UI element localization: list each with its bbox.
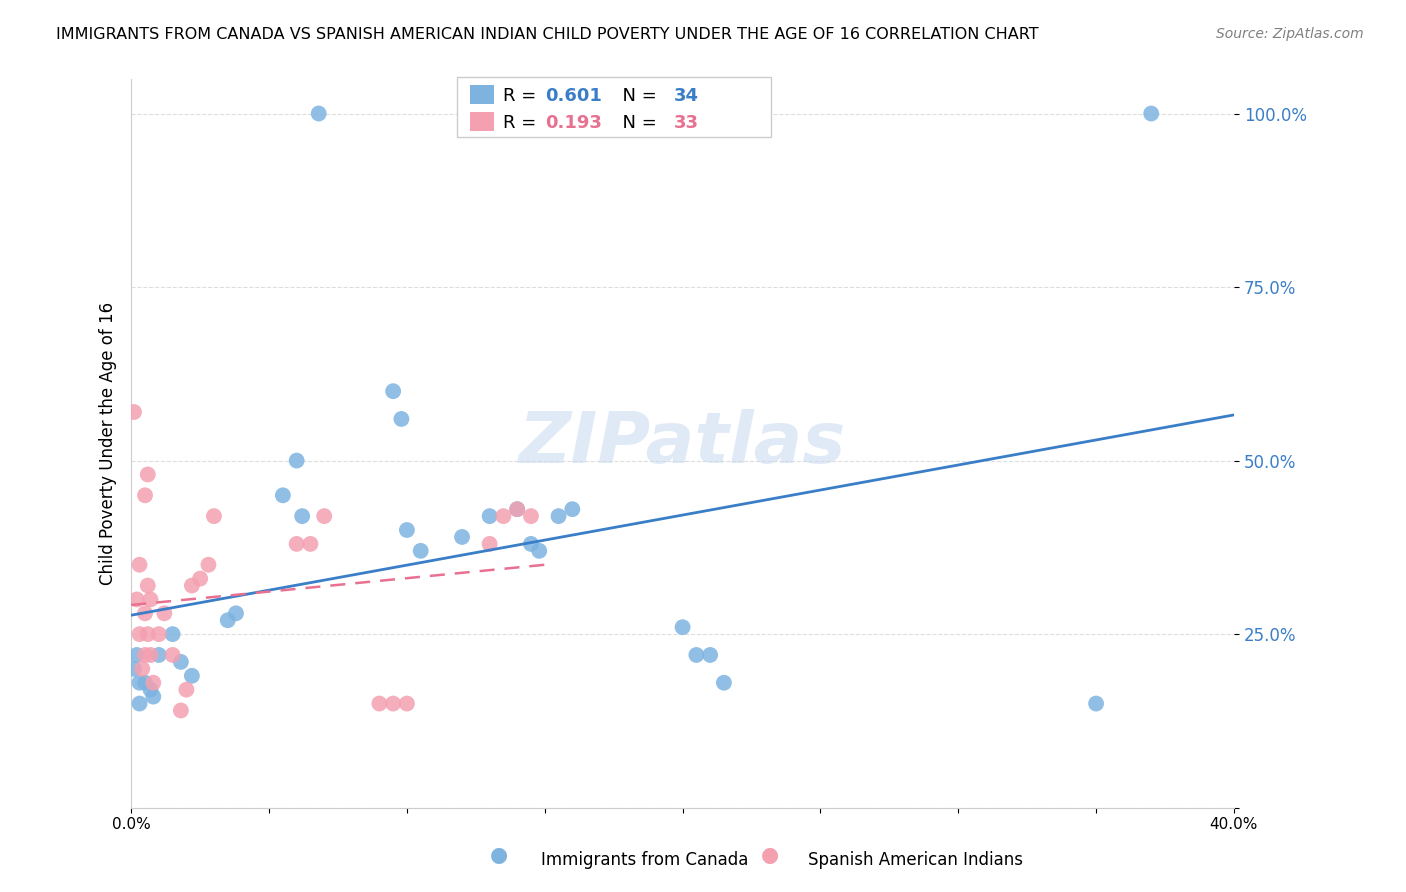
Point [713,675,735,690]
Point [1085,697,1108,711]
Text: ●: ● [491,846,508,865]
Point [291,509,314,524]
Point [520,537,543,551]
Text: R =: R = [503,87,541,105]
Point [271,488,294,502]
Point [382,384,405,399]
Point [217,613,239,627]
Point [389,412,412,426]
Text: 0.601: 0.601 [544,87,602,105]
Point [131,662,153,676]
Point [128,675,150,690]
Point [202,509,225,524]
Point [520,509,543,524]
Point [134,675,156,690]
Text: IMMIGRANTS FROM CANADA VS SPANISH AMERICAN INDIAN CHILD POVERTY UNDER THE AGE OF: IMMIGRANTS FROM CANADA VS SPANISH AMERIC… [56,27,1039,42]
Point [122,405,145,419]
Point [170,655,193,669]
Text: R =: R = [503,114,541,132]
Point [368,697,391,711]
Text: N =: N = [612,87,662,105]
Point [134,648,156,662]
Point [139,592,162,607]
Point [128,627,150,641]
Text: ●: ● [762,846,779,865]
Point [299,537,322,551]
Point [671,620,693,634]
Point [128,558,150,572]
Point [170,704,193,718]
Point [136,578,159,592]
Point [136,467,159,482]
Point [162,648,184,662]
Point [180,669,202,683]
Point [125,592,148,607]
Point [395,523,418,537]
Point [176,682,198,697]
Point [1140,106,1163,120]
Point [478,509,501,524]
Point [492,509,515,524]
Point [395,697,418,711]
Point [148,648,170,662]
Point [285,453,308,467]
Point [180,578,202,592]
Bar [470,112,494,131]
Point [142,675,165,690]
Point [162,627,184,641]
Y-axis label: Child Poverty Under the Age of 16: Child Poverty Under the Age of 16 [100,301,117,585]
Point [506,502,529,516]
Point [139,682,162,697]
Bar [470,86,494,104]
Point [308,106,330,120]
Point [699,648,721,662]
Point [128,697,150,711]
Point [136,627,159,641]
Point [188,572,211,586]
Point [125,648,148,662]
Point [139,648,162,662]
Text: Spanish American Indians: Spanish American Indians [808,851,1024,869]
Point [225,607,247,621]
Text: Source: ZipAtlas.com: Source: ZipAtlas.com [1216,27,1364,41]
Point [134,607,156,621]
Point [382,697,405,711]
Point [153,607,176,621]
Point [142,690,165,704]
Text: N =: N = [612,114,662,132]
Text: 33: 33 [673,114,699,132]
Point [122,662,145,676]
Point [409,544,432,558]
Point [685,648,707,662]
Point [529,544,551,558]
Point [561,502,583,516]
Text: 34: 34 [673,87,699,105]
Point [478,537,501,551]
Text: ZIPatlas: ZIPatlas [519,409,846,478]
Point [547,509,569,524]
Bar [457,78,770,137]
Point [451,530,474,544]
Point [148,627,170,641]
Point [314,509,336,524]
Point [506,502,529,516]
Point [285,537,308,551]
Point [134,488,156,502]
Text: Immigrants from Canada: Immigrants from Canada [541,851,748,869]
Text: 0.193: 0.193 [544,114,602,132]
Point [197,558,219,572]
